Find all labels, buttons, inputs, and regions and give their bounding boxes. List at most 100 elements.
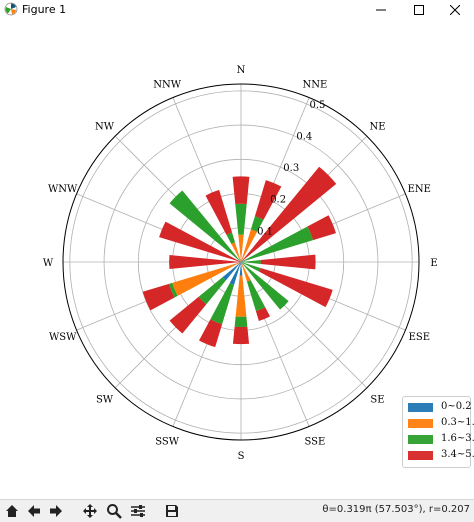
r-tick-label: 0.2 [270,195,286,206]
direction-label-ENE: ENE [408,184,431,195]
bar-S-series-3 [232,326,250,345]
bar-ESE-series-2 [241,262,261,272]
legend-swatch [408,435,433,444]
bar-NNE-series-1 [241,229,258,262]
r-tick-label: 0.5 [309,100,325,111]
direction-label-SW: SW [96,394,114,405]
bar-NNE-series-3 [254,180,282,220]
close-icon [450,4,460,15]
direction-label-NE: NE [369,122,385,133]
close-button[interactable] [436,0,474,19]
bar-SW-series-3 [169,296,207,334]
direction-label-WSW: WSW [49,332,77,343]
matplotlib-logo-icon [4,2,18,16]
bar-SSE-series-1 [241,262,251,282]
legend-swatch [408,419,433,428]
bar-WNW-series-3 [159,221,241,262]
bar-E-series-2 [243,260,261,264]
bar-SSE-series-3 [255,307,271,321]
direction-label-NW: NW [95,122,115,133]
maximize-button[interactable] [400,0,438,19]
legend-label: 1.6~3.3 [441,433,474,444]
legend-item: 3.4~5.4 [408,449,474,462]
direction-label-SSW: SSW [155,436,180,447]
bar-W-series-3 [169,254,241,270]
bar-E-series-3 [260,254,316,270]
sliders-icon [131,505,145,517]
bar-ENE-series-2 [241,226,314,262]
bar-NNE-series-2 [250,216,264,232]
navigation-toolbar: θ=0.319π (57.503°), r=0.207 [0,499,474,522]
direction-label-W: W [43,258,54,269]
bar-NW-series-2 [169,190,241,262]
magnifier-icon [107,504,122,519]
bar-SE-series-2 [241,262,289,310]
polar-frame [62,83,420,441]
polar-labels: 0.1 0.2 0.3 0.4 0.5 N NNE NE ENE E ESE SE SSE S SSW SW W… [43,65,438,462]
legend-swatch [408,451,433,460]
direction-label-SSE: SSE [304,436,325,447]
bar-NE-series-3 [241,166,337,262]
zoom-button[interactable] [104,501,124,521]
minimize-icon [376,9,386,10]
back-button[interactable] [24,501,44,521]
move-arrows-icon [83,504,97,518]
direction-label-ESE: ESE [409,332,430,343]
arrow-left-icon [28,505,40,517]
bar-NNW-series-1 [231,242,241,262]
minimize-button[interactable] [362,0,400,19]
window-titlebar: Figure 1 [0,0,474,19]
bar-S-series-1 [235,275,247,317]
legend-label: 0.3~1.5 [441,417,474,428]
bar-SW-series-0 [222,262,241,281]
r-tick-label: 0.4 [296,131,312,142]
bar-S-series-0 [239,262,243,276]
bar-SSW-series-0 [229,262,241,285]
forward-button[interactable] [46,501,66,521]
direction-label-S: S [238,451,245,462]
bar-N-series-2 [235,203,247,235]
bar-N-series-1 [238,234,244,262]
r-tick-label: 0.3 [283,163,299,174]
direction-label-E: E [430,258,437,269]
bar-WSW-series-1 [172,262,241,296]
direction-label-NNE: NNE [302,80,327,91]
bar-E-series-0 [241,261,244,263]
bar-WSW-series-3 [142,283,175,311]
direction-label-WNW: WNW [48,184,78,195]
legend-label: 3.4~5.4 [441,449,474,460]
wind-rose-bars [142,166,337,348]
bar-ESE-series-3 [259,267,333,308]
bar-WSW-series-2 [168,282,178,298]
figure-canvas[interactable]: 0.1 0.2 0.3 0.4 0.5 N NNE NE ENE E ESE SE SSE S SSW SW W… [0,19,474,499]
arrow-right-icon [50,505,62,517]
direction-label-SE: SE [370,394,384,405]
bar-SSW-series-3 [199,319,223,348]
direction-label-NNW: NNW [153,80,182,91]
configure-subplots-button[interactable] [128,501,148,521]
wind-rose-chart: 0.1 0.2 0.3 0.4 0.5 N NNE NE ENE E ESE SE SSE S SSW SW W… [43,65,438,462]
window-title: Figure 1 [22,3,67,16]
direction-label-N: N [237,65,246,76]
bar-ENE-series-3 [307,215,336,241]
legend-item: 0~0.2 [408,401,472,414]
pan-button[interactable] [80,501,100,521]
chart-legend: 0~0.2 0.3~1.5 1.6~3.3 3.4~5.4 [402,396,474,468]
floppy-disk-icon [166,505,178,517]
legend-item: 0.3~1.5 [408,417,474,430]
bar-NNW-series-3 [205,189,233,235]
bar-S-series-2 [234,316,248,328]
legend-label: 0~0.2 [441,401,472,412]
bar-SSW-series-2 [210,283,235,325]
save-button[interactable] [162,501,182,521]
bar-NNW-series-2 [226,232,236,244]
r-tick-label: 0.1 [257,226,273,237]
bar-SW-series-2 [198,277,226,305]
maximize-icon [414,4,424,15]
legend-swatch [408,403,433,412]
home-button[interactable] [2,501,22,521]
legend-item: 1.6~3.3 [408,433,474,446]
bar-N-series-3 [232,176,250,205]
home-icon [6,505,18,517]
cursor-coordinates: θ=0.319π (57.503°), r=0.207 [322,504,470,515]
